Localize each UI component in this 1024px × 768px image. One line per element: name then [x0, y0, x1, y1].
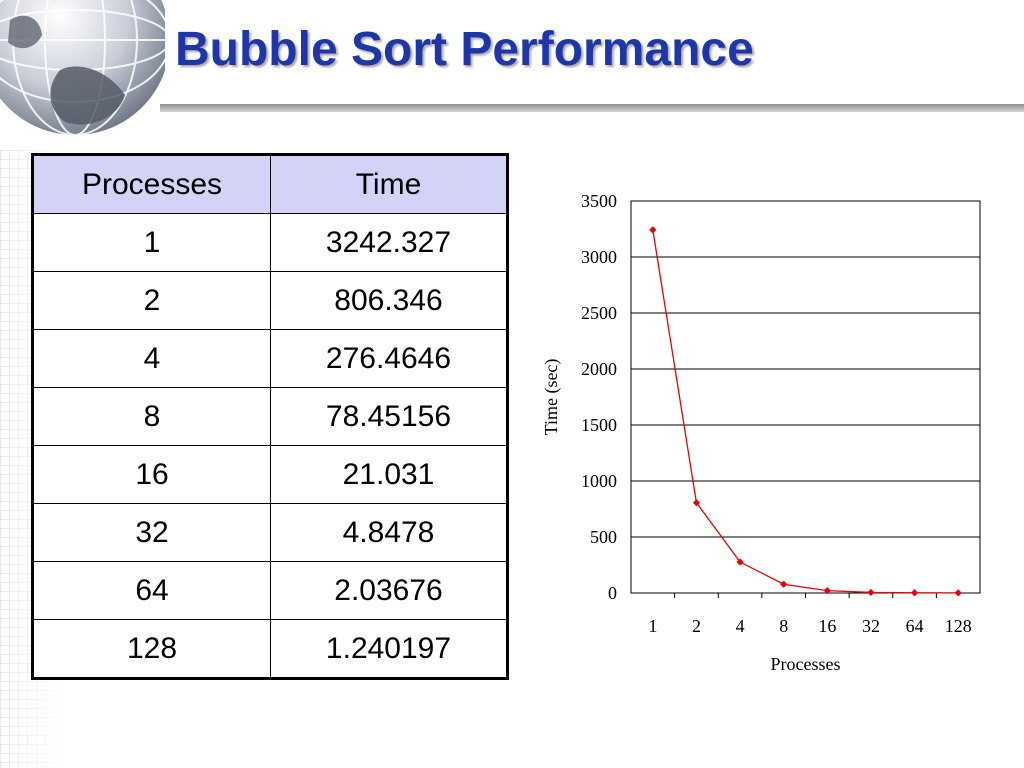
table-row: 2 806.346 [32, 271, 508, 330]
cell-processes: 1 [32, 213, 271, 272]
header-time: Time [270, 154, 508, 214]
x-axis-label: Processes [771, 654, 841, 674]
y-tick-label: 2000 [581, 359, 617, 379]
table-row: 8 78.45156 [32, 387, 508, 446]
data-point [823, 587, 831, 595]
table-row: 32 4.8478 [32, 503, 508, 562]
y-tick-label: 1500 [581, 415, 617, 435]
series-points [649, 226, 962, 597]
globe-decoration [0, 0, 171, 150]
x-tick-label: 64 [906, 616, 924, 636]
y-tick-label: 0 [608, 583, 617, 603]
x-tick-label: 32 [862, 616, 880, 636]
cell-time: 3242.327 [270, 213, 508, 272]
table-row: 16 21.031 [32, 445, 508, 504]
x-tick-label: 8 [779, 616, 788, 636]
cell-processes: 16 [32, 445, 271, 504]
plot-area [630, 200, 981, 594]
x-tick-label: 2 [692, 616, 701, 636]
cell-processes: 32 [32, 503, 271, 562]
cell-processes: 4 [32, 329, 271, 388]
data-point [780, 580, 788, 588]
data-point [649, 226, 657, 234]
cell-processes: 128 [32, 619, 271, 679]
performance-table: Processes Time 1 3242.327 2 806.346 4 27… [31, 153, 509, 680]
cell-processes: 64 [32, 561, 271, 620]
table-row: 4 276.4646 [32, 329, 508, 388]
cell-time: 276.4646 [270, 329, 508, 388]
y-tick-label: 3000 [581, 247, 617, 267]
globe-icon [0, 0, 171, 136]
y-tick-label: 2500 [581, 303, 617, 323]
slide-title: Bubble Sort Performance [175, 23, 754, 76]
cell-time: 21.031 [270, 445, 508, 504]
data-point [692, 499, 701, 507]
x-tick-label: 16 [818, 616, 836, 636]
y-tick-label: 500 [590, 527, 617, 547]
data-point [954, 589, 962, 597]
cell-time: 2.03676 [270, 561, 508, 620]
table-row: 1 3242.327 [32, 213, 508, 272]
title-divider [160, 104, 1024, 112]
x-tick-label: 1 [648, 616, 657, 636]
y-tick-label: 3500 [581, 191, 617, 211]
x-tick-label: 4 [736, 616, 745, 636]
cell-time: 4.8478 [270, 503, 508, 562]
header-processes: Processes [32, 154, 271, 214]
table-header-row: Processes Time [32, 154, 508, 214]
cell-time: 78.45156 [270, 387, 508, 446]
data-point [736, 558, 744, 566]
y-tick-label: 1000 [581, 471, 617, 491]
x-axis-ticks: 1 2 4 8 16 32 64 128 [648, 593, 972, 636]
y-axis-label: Time (sec) [541, 359, 562, 436]
data-point [867, 588, 875, 597]
y-axis-ticks: 0 500 1000 1500 2000 2500 3000 3500 [581, 191, 617, 603]
cell-processes: 2 [32, 271, 271, 330]
cell-time: 1.240197 [270, 619, 508, 679]
cell-time: 806.346 [270, 271, 508, 330]
x-tick-label: 128 [945, 616, 972, 636]
table-row: 128 1.240197 [32, 619, 508, 679]
cell-processes: 8 [32, 387, 271, 446]
data-point [910, 589, 919, 597]
chart-gridlines [631, 200, 980, 594]
series-line [652, 229, 959, 594]
table-row: 64 2.03676 [32, 561, 508, 620]
